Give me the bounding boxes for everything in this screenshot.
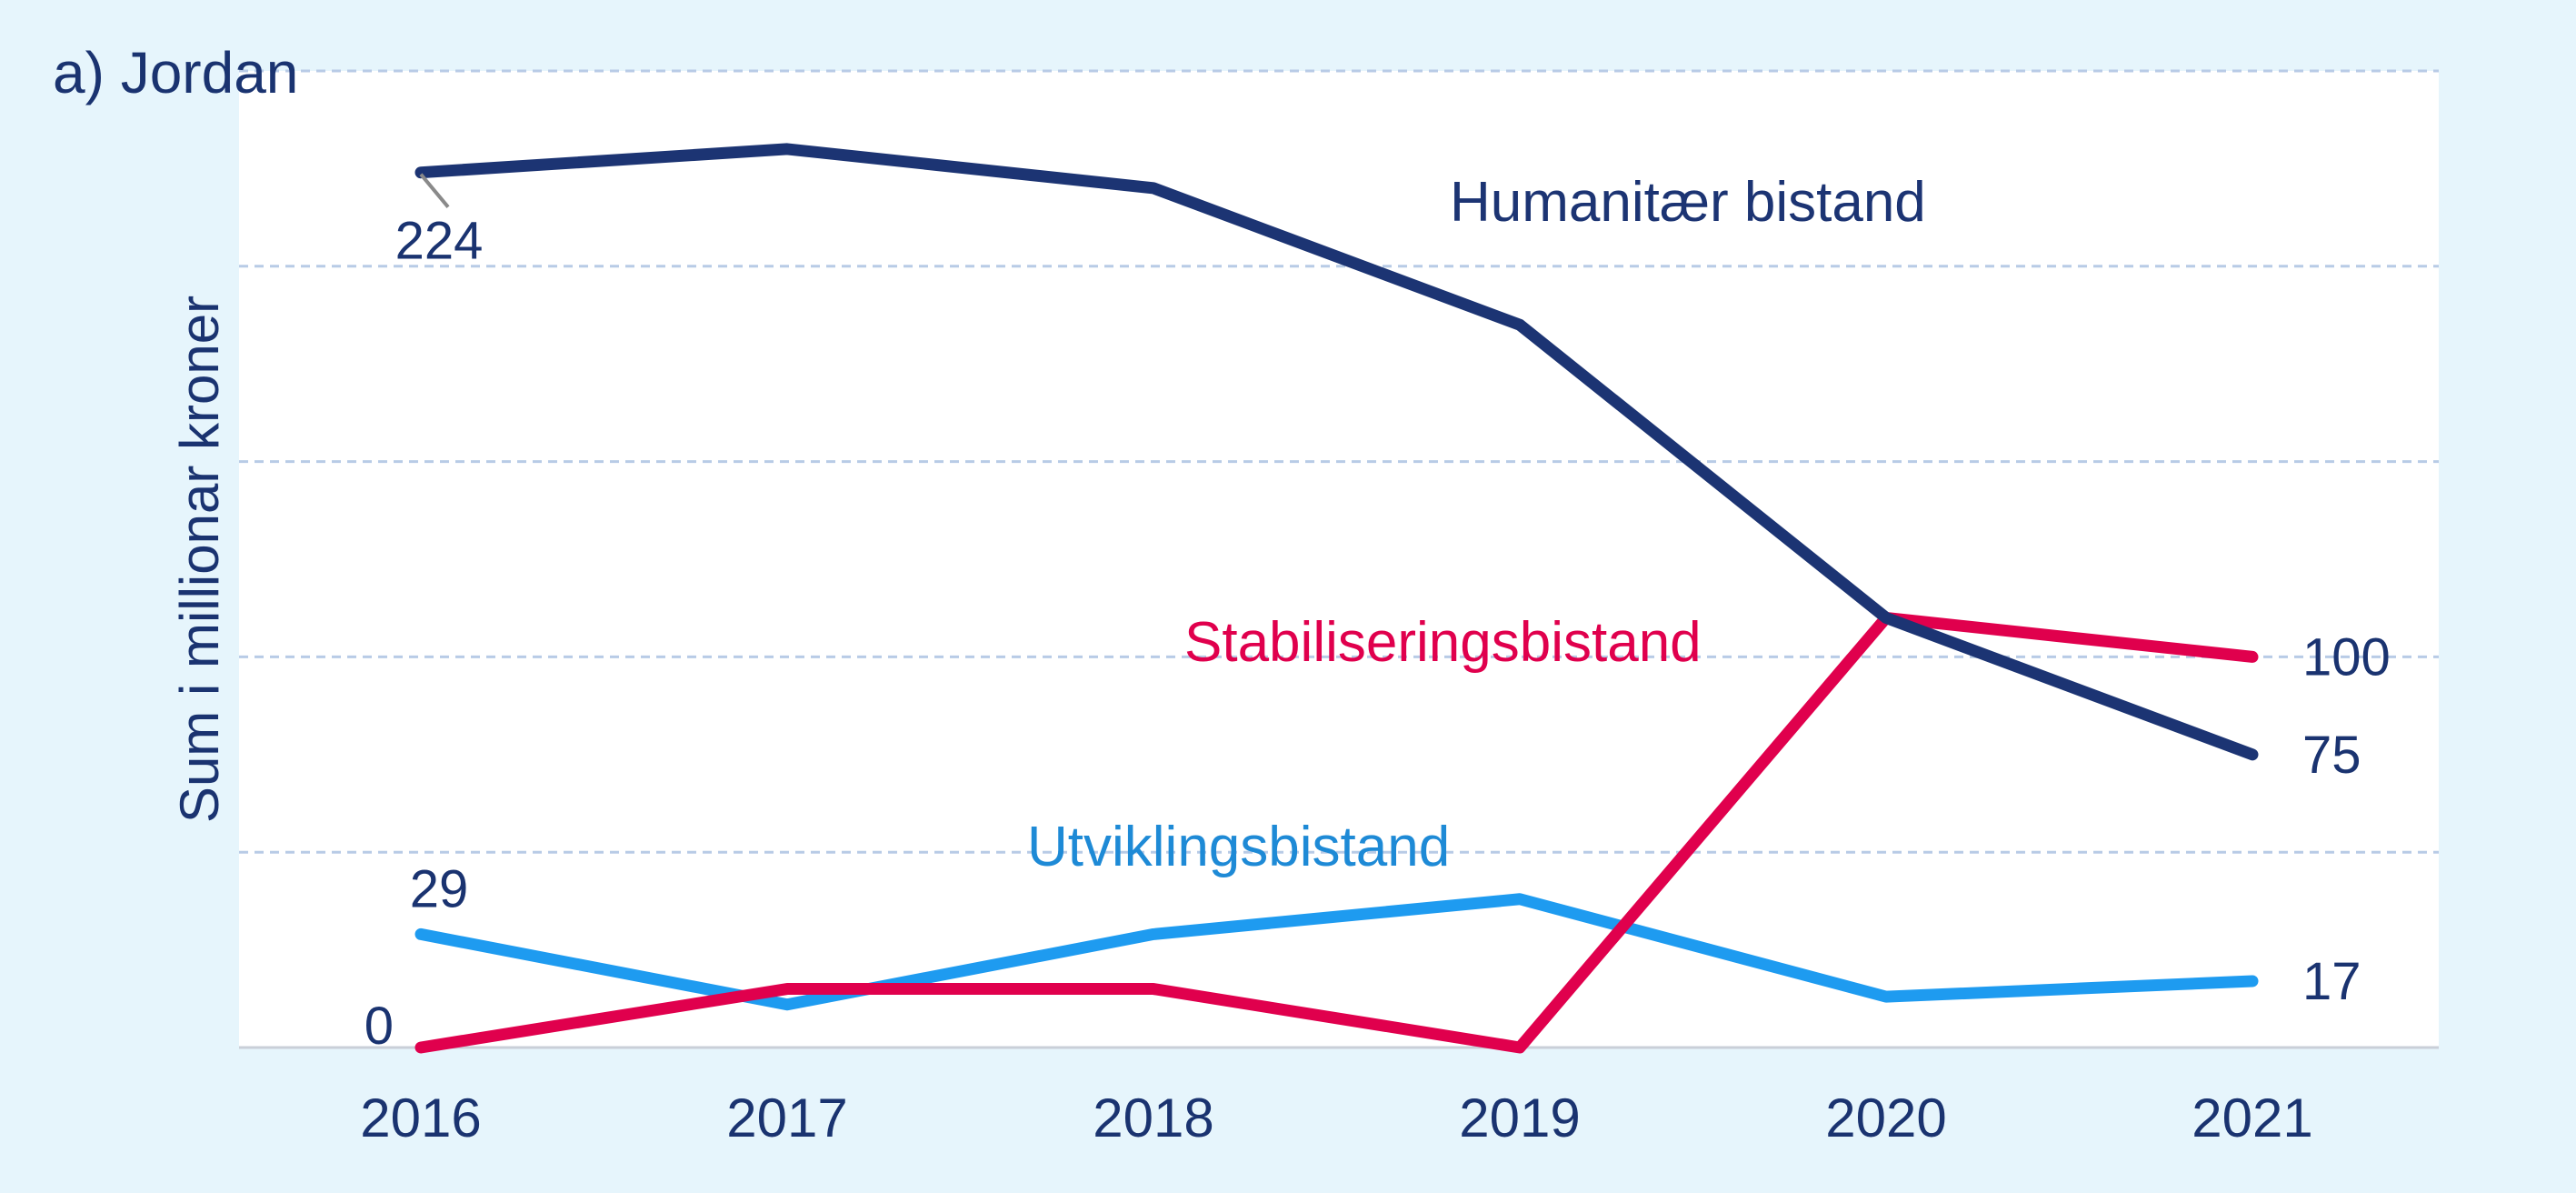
series-label-utvikling: Utviklingsbistand <box>1027 816 1450 878</box>
data-label: 224 <box>395 212 484 271</box>
x-tick-label: 2016 <box>360 1088 481 1148</box>
x-tick-label: 2021 <box>2192 1088 2312 1148</box>
data-label: 29 <box>410 859 469 918</box>
value-labels: 224 75 0 100 29 17 <box>364 173 2391 1056</box>
y-axis-label: Sum i millionar kroner <box>169 296 230 823</box>
data-label: 100 <box>2302 627 2391 687</box>
chart-title: a) Jordan <box>53 40 298 105</box>
gridlines <box>239 69 2439 1049</box>
series-line <box>414 611 2259 1054</box>
data-label: 75 <box>2302 726 2361 785</box>
plot-area <box>239 71 2439 1048</box>
series-line <box>414 143 2259 761</box>
series-label-humanitaer: Humanitær bistand <box>1450 171 1926 234</box>
x-tick-label: 2017 <box>726 1088 847 1148</box>
x-tick-label: 2018 <box>1093 1088 1213 1148</box>
x-tick-label: 2019 <box>1459 1088 1580 1148</box>
x-axis-ticks: 2016 2017 2018 2019 2020 2021 <box>360 1088 2312 1148</box>
data-label: 0 <box>364 997 394 1056</box>
series-label-stabilisering: Stabiliseringsbistand <box>1184 611 1702 674</box>
value-label-leader <box>419 173 450 208</box>
x-tick-label: 2020 <box>1825 1088 1946 1148</box>
series-lines <box>414 143 2259 1054</box>
data-label: 17 <box>2302 952 2361 1011</box>
